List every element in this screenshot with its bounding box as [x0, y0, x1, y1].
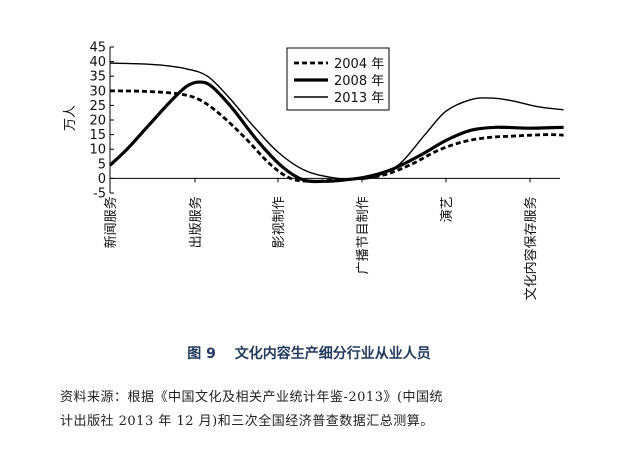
y-tick-label: 15 [89, 128, 106, 143]
x-tick-label: 出版服务 [188, 196, 204, 248]
source-note-line-1: 资料来源：根据《中国文化及相关产业统计年鉴-2013》(中国统 [60, 390, 444, 405]
y-tick-label: 20 [89, 114, 106, 129]
y-tick-label: 0 [98, 172, 106, 187]
y-tick-label: -5 [93, 187, 106, 202]
figure-caption: 图 9 文化内容生产细分行业从业人员 [0, 343, 618, 363]
source-note: 资料来源：根据《中国文化及相关产业统计年鉴-2013》(中国统 计出版社 201… [60, 386, 600, 434]
y-tick-label: 35 [89, 70, 106, 85]
legend-label-2: 2008 年 [334, 74, 384, 89]
x-tick-label: 新闻服务 [103, 196, 119, 248]
source-note-line-2: 计出版社 2013 年 12 月)和三次全国经济普查数据汇总测算。 [60, 414, 434, 429]
y-tick-label: 45 [89, 41, 106, 56]
legend: 2004 年 2008 年 2013 年 [286, 47, 390, 111]
series-line-3 [109, 62, 564, 180]
x-tick-label: 影视制作 [272, 196, 287, 248]
legend-label-3: 2013 年 [334, 91, 384, 106]
x-tick-label: 文化内容保存服务 [523, 196, 539, 300]
figure-title: 文化内容生产细分行业从业人员 [234, 346, 431, 362]
y-tick-label: 5 [98, 157, 106, 172]
legend-label-1: 2004 年 [334, 57, 384, 72]
y-tick-label: 30 [89, 84, 106, 99]
series-layer [108, 62, 564, 184]
x-tick-label: 广播节目制作 [356, 196, 371, 274]
x-tick-label: 演艺 [439, 196, 455, 222]
y-tick-label: 40 [89, 55, 106, 70]
y-tick-label: 25 [89, 99, 106, 114]
series-line-2 [108, 80, 564, 184]
y-tick-label: 10 [89, 143, 106, 158]
figure-number: 图 9 [187, 346, 216, 362]
y-axis-label: 万人 [63, 105, 78, 131]
